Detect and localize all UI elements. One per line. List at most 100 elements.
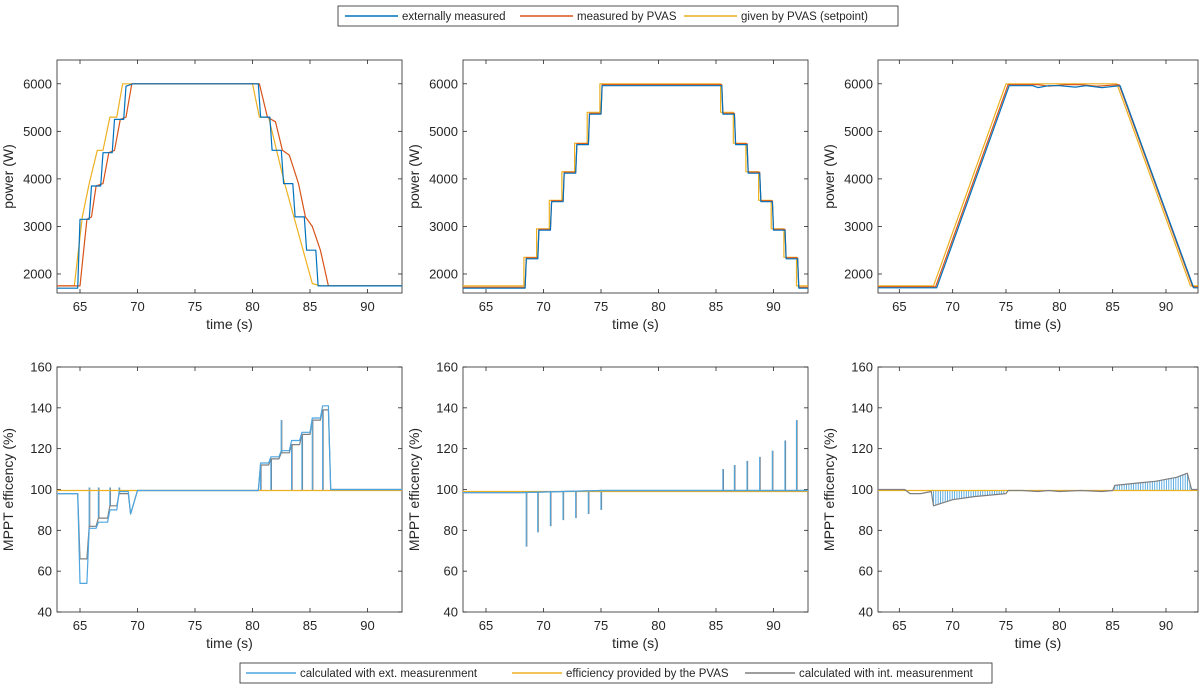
x-tick-label: 65	[892, 618, 906, 633]
y-tick-label: 120	[30, 441, 52, 456]
subplot-1: 65 70 75 80 85 90 2000 3000 4000 5000 6000 time (s)…	[0, 59, 403, 332]
x-tick-label: 70	[130, 299, 144, 314]
series-line-measured-by-pvas	[463, 84, 808, 288]
x-tick-label: 90	[360, 618, 374, 633]
x-tick-label: 65	[73, 299, 87, 314]
y-tick-label: 2000	[429, 266, 458, 281]
hatch-band-calculated-with-ext-measurenment	[933, 490, 1005, 506]
y-tick-label: 100	[851, 482, 873, 497]
y-tick-label: 2000	[23, 266, 52, 281]
x-tick-label: 85	[709, 299, 723, 314]
top-legend: externally measured measured by PVAS giv…	[337, 5, 899, 27]
x-tick-label: 80	[245, 618, 259, 633]
y-tick-label: 160	[851, 360, 873, 375]
y-tick-label: 60	[444, 564, 458, 579]
y-tick-label: 3000	[23, 219, 52, 234]
y-tick-label: 160	[436, 360, 458, 375]
y-tick-label: 120	[851, 441, 873, 456]
x-axis-label: time (s)	[1015, 316, 1062, 332]
plot-marks	[878, 83, 1198, 289]
x-tick-label: 70	[945, 299, 959, 314]
x-tick-label: 80	[651, 299, 665, 314]
y-tick-label: 2000	[844, 266, 873, 281]
y-tick-label: 120	[436, 441, 458, 456]
plot-marks	[878, 472, 1198, 507]
subplot-3: 65 70 75 80 85 90 2000 3000 4000 5000 6000 time (s)…	[821, 59, 1199, 332]
x-tick-label: 75	[999, 299, 1013, 314]
legend-label-measured-by-pvas: measured by PVAS	[577, 11, 677, 23]
y-tick-label: 4000	[23, 171, 52, 186]
series-line-externally-measured	[878, 85, 1198, 289]
y-tick-label: 5000	[23, 124, 52, 139]
series-line-calculated-with-int-measurenment	[878, 472, 1198, 507]
series-line-calculated-with-ext-measurenment	[57, 405, 402, 585]
y-axis-label: power (W)	[0, 144, 16, 209]
y-tick-label: 60	[38, 564, 52, 579]
x-tick-label: 70	[945, 618, 959, 633]
legend-label-externally-measured: externally measured	[402, 11, 506, 23]
series-line-calculated-with-ext-measurenment	[463, 489, 808, 494]
plot-area	[56, 59, 403, 294]
x-tick-label: 90	[766, 618, 780, 633]
plot-marks	[57, 83, 402, 289]
y-tick-label: 6000	[844, 76, 873, 91]
x-axis-label: time (s)	[612, 635, 659, 651]
y-axis-label: MPPT efficency (%)	[0, 428, 16, 551]
y-axis-label: power (W)	[406, 144, 422, 209]
y-tick-label: 140	[30, 400, 52, 415]
subplot-4: 65 70 75 80 85 90 40 60 80 100 120 140 160 time (s) MP…	[0, 360, 403, 651]
x-tick-label: 70	[536, 618, 550, 633]
plot-area	[877, 366, 1199, 613]
y-tick-label: 100	[30, 482, 52, 497]
x-tick-label: 80	[1052, 618, 1066, 633]
x-tick-label: 70	[130, 618, 144, 633]
x-axis-label: time (s)	[612, 316, 659, 332]
hatch-band-calculated-with-ext-measurenment	[1114, 473, 1191, 491]
legend-label-setpoint: given by PVAS (setpoint)	[741, 11, 868, 23]
x-tick-label: 85	[303, 618, 317, 633]
y-tick-label: 40	[444, 605, 458, 620]
y-tick-label: 160	[30, 360, 52, 375]
x-tick-label: 75	[999, 618, 1013, 633]
y-tick-label: 80	[859, 523, 873, 538]
x-tick-label: 70	[536, 299, 550, 314]
x-axis-label: time (s)	[206, 635, 253, 651]
x-tick-label: 85	[303, 299, 317, 314]
y-tick-label: 60	[859, 564, 873, 579]
x-tick-label: 65	[892, 299, 906, 314]
x-tick-label: 90	[360, 299, 374, 314]
y-tick-label: 140	[851, 400, 873, 415]
series-line-externally-measured	[57, 83, 402, 289]
y-axis-label: MPPT efficency (%)	[406, 428, 422, 551]
spikes-calculated-with-ext-measurenment	[525, 420, 798, 547]
x-tick-label: 90	[1159, 618, 1173, 633]
y-tick-label: 6000	[23, 76, 52, 91]
x-tick-label: 90	[766, 299, 780, 314]
x-tick-label: 80	[245, 299, 259, 314]
x-tick-label: 85	[709, 618, 723, 633]
x-tick-label: 85	[1105, 618, 1119, 633]
y-tick-label: 5000	[429, 124, 458, 139]
y-tick-label: 3000	[844, 219, 873, 234]
y-tick-label: 80	[444, 523, 458, 538]
y-tick-label: 3000	[429, 219, 458, 234]
x-tick-label: 80	[1052, 299, 1066, 314]
plot-area	[877, 59, 1199, 294]
x-tick-label: 90	[1159, 299, 1173, 314]
y-tick-label: 4000	[429, 171, 458, 186]
x-tick-label: 75	[594, 299, 608, 314]
y-tick-label: 40	[38, 605, 52, 620]
x-tick-label: 65	[479, 299, 493, 314]
y-tick-label: 80	[38, 523, 52, 538]
y-axis-label: MPPT efficency (%)	[821, 428, 837, 551]
plot-area	[462, 366, 809, 613]
plot-marks	[57, 405, 402, 585]
x-tick-label: 75	[594, 618, 608, 633]
x-tick-label: 65	[479, 618, 493, 633]
plot-area	[462, 59, 809, 294]
subplot-5: 65 70 75 80 85 90 40 60 80 100 120 140 160 time (s) MP…	[406, 360, 809, 651]
subplot-6: 65 70 75 80 85 90 40 60 80 100 120 140 160 time (s) MP…	[821, 360, 1199, 651]
legend-label-int-calc: calculated with int. measurenment	[799, 668, 974, 680]
y-tick-label: 6000	[429, 76, 458, 91]
